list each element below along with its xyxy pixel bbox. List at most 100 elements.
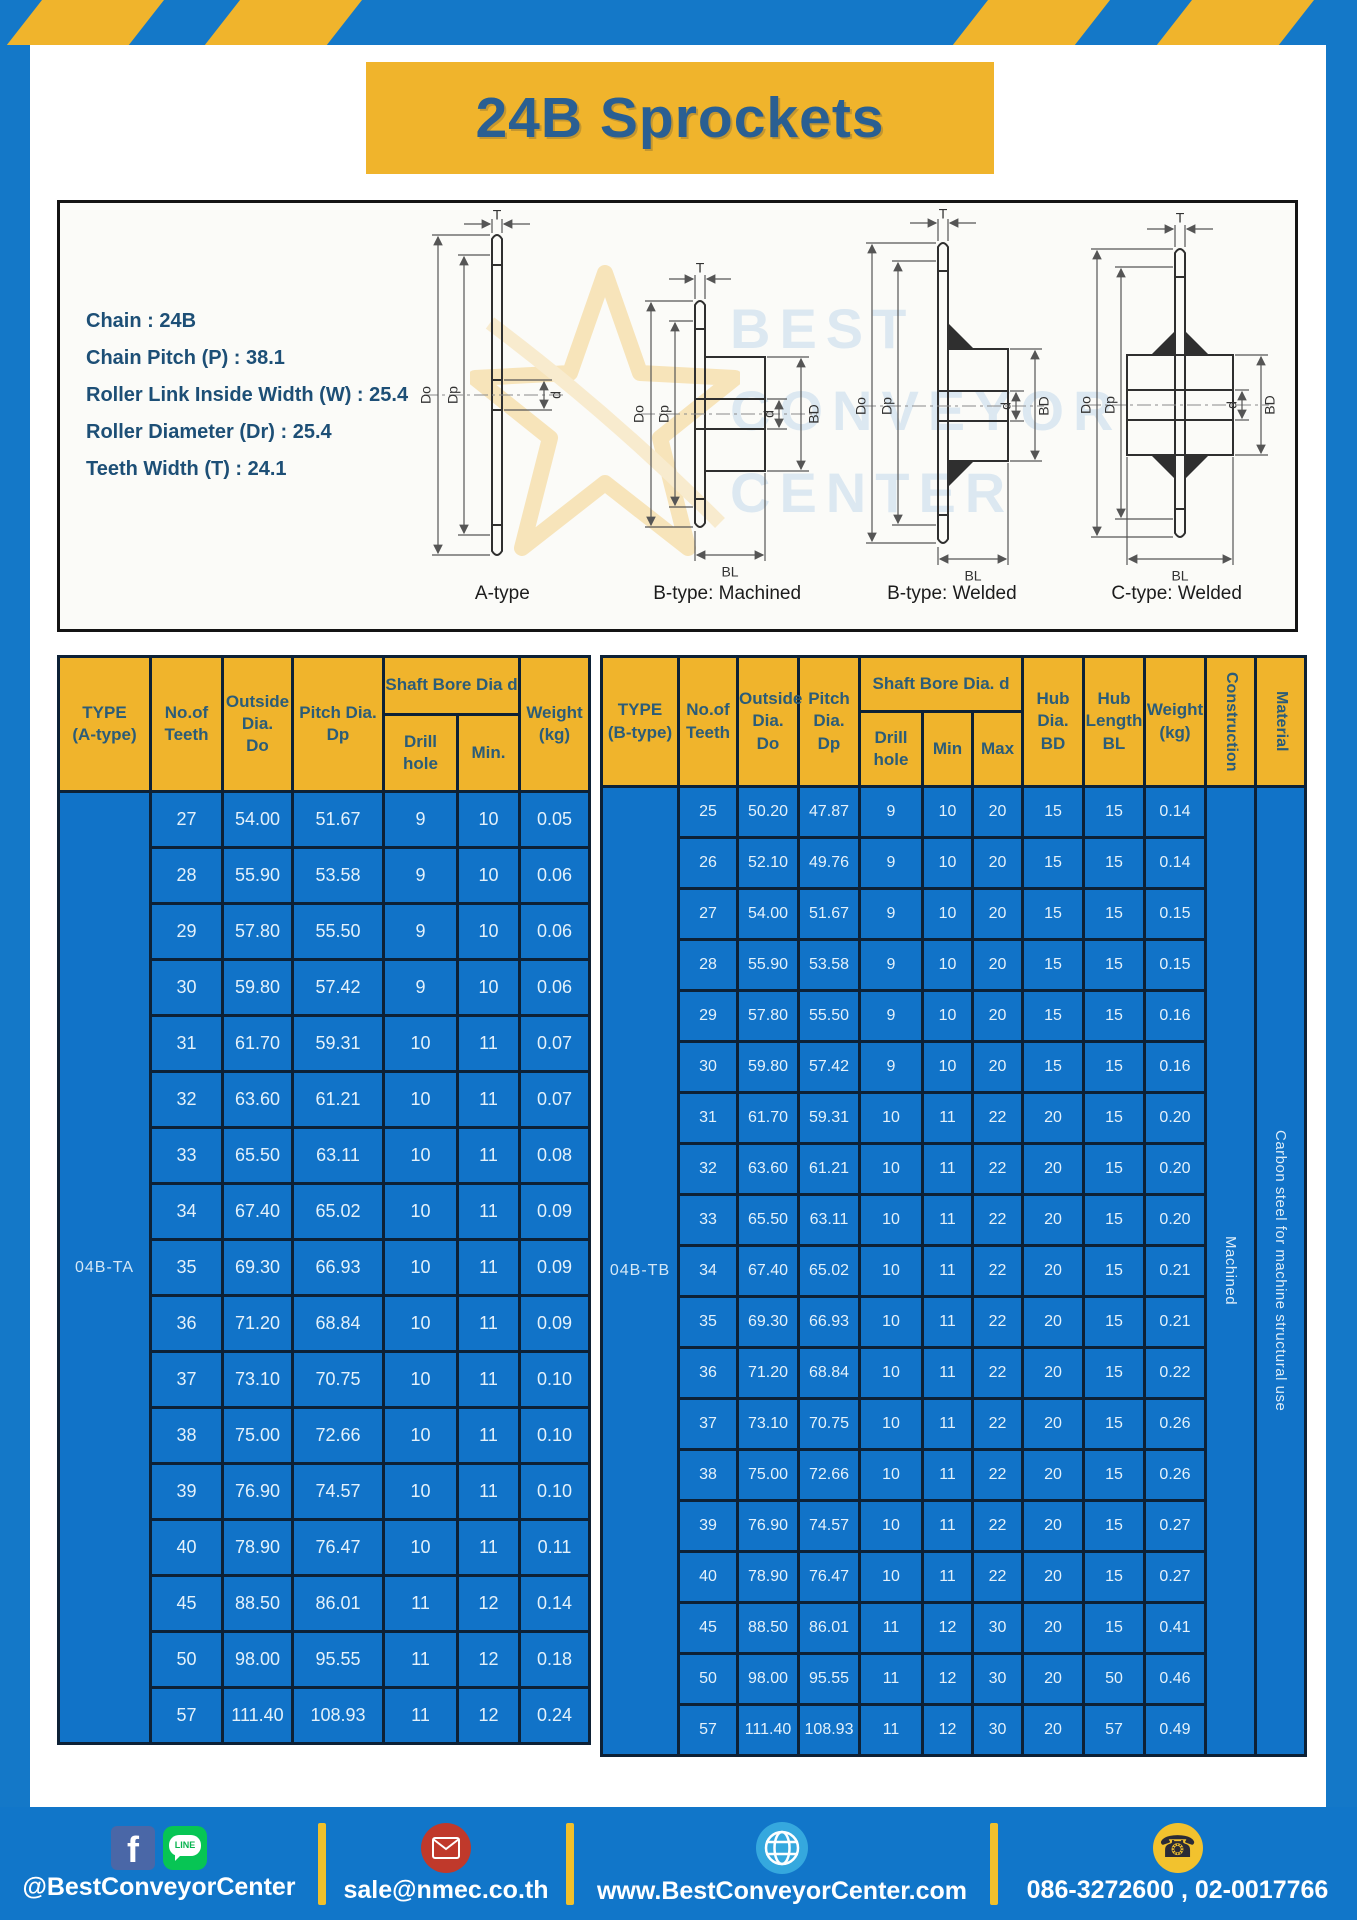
- table-cell: 75.00: [736, 1448, 800, 1502]
- table-cell: 15: [1082, 1448, 1146, 1502]
- table-cell: 98.00: [736, 1652, 800, 1706]
- table-cell: 65.02: [797, 1244, 861, 1298]
- table-row: 30 59.80 57.42 9 10 20 15 15 0.16: [602, 1040, 1306, 1094]
- table-cell: 22: [971, 1550, 1024, 1604]
- table-cell: 10: [456, 846, 521, 905]
- table-cell: 12: [456, 1574, 521, 1633]
- left-border: [0, 0, 30, 1920]
- table-cell: 20: [1021, 1703, 1085, 1757]
- table-cell: 10: [921, 1040, 974, 1094]
- table-row: 45 88.50 86.01 11 12 30 20 15 0.41: [602, 1601, 1306, 1655]
- table-cell: 20: [1021, 1295, 1085, 1349]
- table-row: 45 88.50 86.01 11 12 0.14: [59, 1574, 591, 1633]
- table-cell: 36: [677, 1346, 739, 1400]
- a-type-drawing-icon: Do Dp d T: [418, 209, 565, 556]
- table-cell: 0.10: [518, 1462, 591, 1521]
- table-cell: 74.57: [291, 1462, 385, 1521]
- table-cell: 55.50: [797, 989, 861, 1043]
- table-cell: 9: [382, 846, 459, 905]
- table-row: 28 55.90 53.58 9 10 0.06: [59, 846, 591, 905]
- svg-text:T: T: [493, 209, 502, 223]
- table-cell: 11: [921, 1295, 974, 1349]
- table-cell: 11: [858, 1601, 924, 1655]
- table-cell: 0.06: [518, 902, 591, 961]
- table-cell: 10: [858, 1448, 924, 1502]
- table-cell: 59.80: [221, 958, 294, 1017]
- table-row: 31 61.70 59.31 10 11 0.07: [59, 1014, 591, 1073]
- table-cell: 30: [971, 1703, 1024, 1757]
- table-cell: 22: [971, 1346, 1024, 1400]
- table-cell: 49.76: [797, 836, 861, 890]
- table-cell: 0.27: [1143, 1499, 1207, 1553]
- table-cell: 0.20: [1143, 1193, 1207, 1247]
- svg-text:d: d: [761, 410, 777, 418]
- table-cell: 0.14: [518, 1574, 591, 1633]
- header-hub-length: Hub Length BL: [1082, 655, 1146, 788]
- table-cell: 10: [858, 1142, 924, 1196]
- table-cell: 61.21: [291, 1070, 385, 1129]
- table-cell: 0.49: [1143, 1703, 1207, 1757]
- mail-icon: [421, 1822, 471, 1873]
- sprocket-drawings: Do Dp d T A-type: [390, 209, 1289, 621]
- table-cell: 10: [382, 1462, 459, 1521]
- table-cell: 38: [677, 1448, 739, 1502]
- table-row: 38 75.00 72.66 10 11 0.10: [59, 1406, 591, 1465]
- phone-numbers: 086-3272600 , 02-0017766: [1026, 1875, 1329, 1904]
- table-cell: 33: [677, 1193, 739, 1247]
- table-cell: 0.41: [1143, 1601, 1207, 1655]
- table-cell: 33: [149, 1126, 224, 1185]
- header-weight: Weight (kg): [1143, 655, 1207, 788]
- table-cell: 10: [858, 1499, 924, 1553]
- table-cell: 20: [971, 785, 1024, 839]
- table-cell: 59.31: [797, 1091, 861, 1145]
- table-cell: 61.21: [797, 1142, 861, 1196]
- svg-text:T: T: [1175, 210, 1184, 226]
- table-cell: 11: [456, 1350, 521, 1409]
- table-cell: 34: [149, 1182, 224, 1241]
- table-cell: 15: [1082, 1142, 1146, 1196]
- table-row: 34 67.40 65.02 10 11 0.09: [59, 1182, 591, 1241]
- table-cell: 53.58: [797, 938, 861, 992]
- table-cell: 10: [921, 938, 974, 992]
- table-cell: 30: [677, 1040, 739, 1094]
- table-cell: 73.10: [221, 1350, 294, 1409]
- table-cell: 15: [1021, 938, 1085, 992]
- drawing-c-type-welded: Do Dp d BD BL T C-type: Welded: [1064, 209, 1289, 621]
- table-cell: 57.80: [221, 902, 294, 961]
- drawing-b-type-machined: Do Dp d BD BL T B-type: Machined: [615, 209, 840, 621]
- header-type-b: TYPE (B-type): [600, 655, 680, 788]
- table-cell: 65.50: [221, 1126, 294, 1185]
- table-cell: 57.42: [797, 1040, 861, 1094]
- table-cell: 98.00: [221, 1630, 294, 1689]
- table-cell: 63.11: [291, 1126, 385, 1185]
- table-cell: 51.67: [797, 887, 861, 941]
- table-cell: 67.40: [736, 1244, 800, 1298]
- table-cell: 70.75: [797, 1397, 861, 1451]
- table-cell: 31: [677, 1091, 739, 1145]
- table-cell: 15: [1082, 1244, 1146, 1298]
- drawing-label: C-type: Welded: [1111, 583, 1242, 604]
- table-cell: 11: [858, 1703, 924, 1757]
- table-cell: 86.01: [797, 1601, 861, 1655]
- table-cell: 22: [971, 1244, 1024, 1298]
- svg-text:Dp: Dp: [1101, 396, 1117, 414]
- table-cell: 0.21: [1143, 1244, 1207, 1298]
- footer-social: f LINE @BestConveyorCenter: [0, 1807, 318, 1920]
- header-pitch-dia: Pitch Dia. Dp: [797, 655, 861, 788]
- table-cell: 108.93: [291, 1686, 385, 1745]
- table-cell: 11: [921, 1448, 974, 1502]
- table-cell: 15: [1082, 1397, 1146, 1451]
- svg-text:d: d: [998, 402, 1014, 410]
- table-cell: 11: [456, 1014, 521, 1073]
- table-row: 27 54.00 51.67 9 10 20 15 15 0.15: [602, 887, 1306, 941]
- table-row: 50 98.00 95.55 11 12 0.18: [59, 1630, 591, 1689]
- table-cell: 0.15: [1143, 938, 1207, 992]
- table-cell: 57: [1082, 1703, 1146, 1757]
- table-cell: 78.90: [221, 1518, 294, 1577]
- table-cell: 0.27: [1143, 1550, 1207, 1604]
- table-cell: 20: [971, 1040, 1024, 1094]
- table-cell: 11: [921, 1244, 974, 1298]
- table-row: 32 63.60 61.21 10 11 22 20 15 0.20: [602, 1142, 1306, 1196]
- table-cell: 10: [382, 1238, 459, 1297]
- table-cell: 22: [971, 1193, 1024, 1247]
